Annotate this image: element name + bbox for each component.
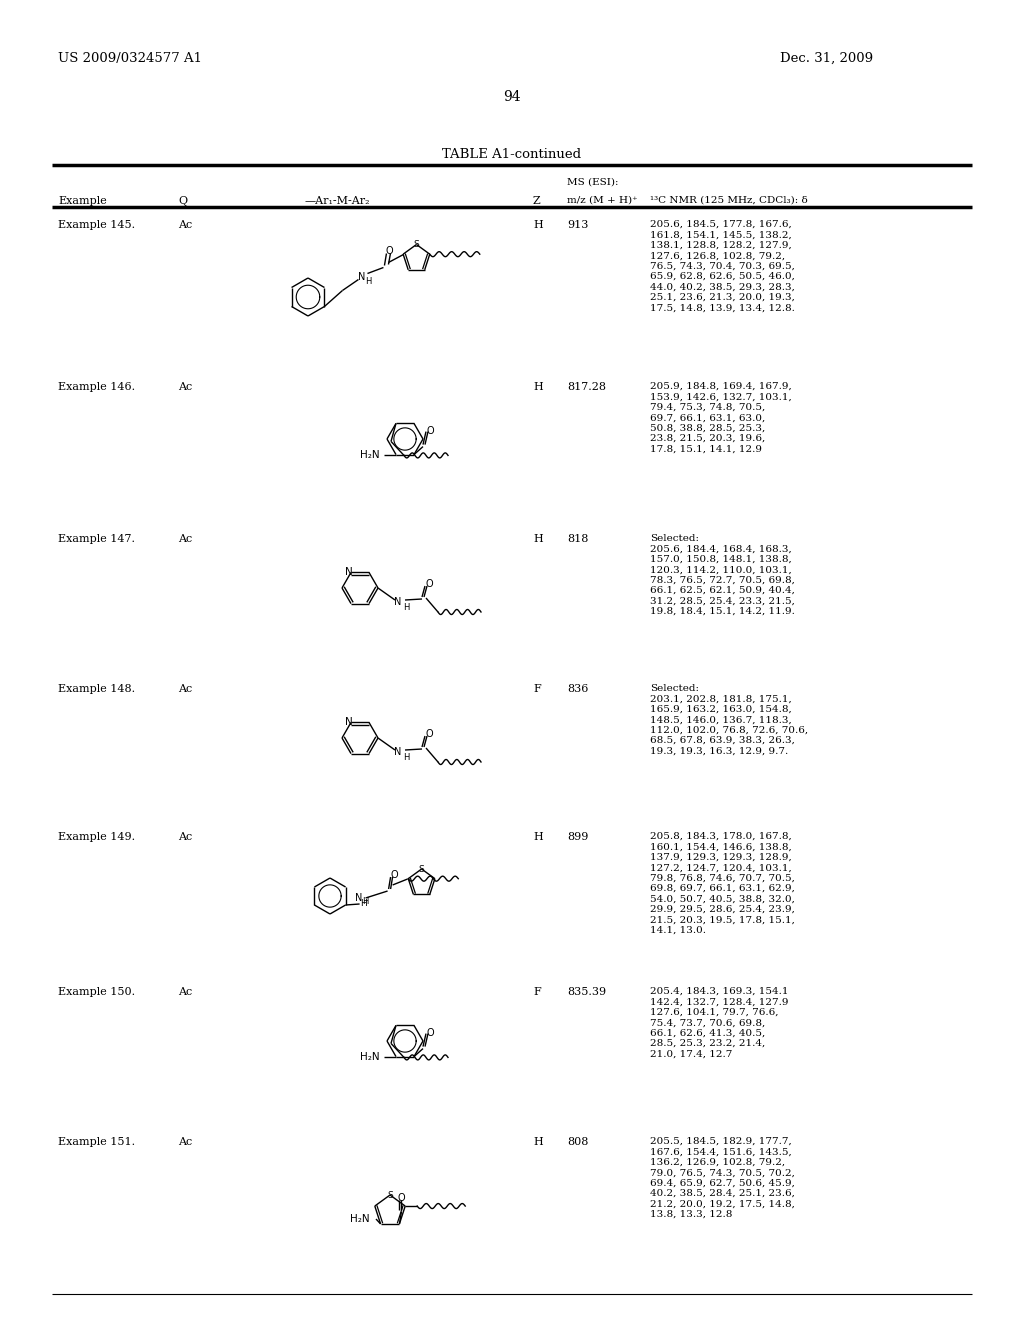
Text: S: S <box>387 1191 393 1200</box>
Text: O: O <box>391 870 398 880</box>
Text: ¹³C NMR (125 MHz, CDCl₃): δ: ¹³C NMR (125 MHz, CDCl₃): δ <box>650 195 808 205</box>
Text: H₂N: H₂N <box>350 1214 370 1224</box>
Text: 818: 818 <box>567 535 589 544</box>
Text: H₂N: H₂N <box>360 450 380 459</box>
Text: Example 149.: Example 149. <box>58 832 135 842</box>
Text: 835.39: 835.39 <box>567 987 606 997</box>
Text: Ac: Ac <box>178 535 193 544</box>
Text: H: H <box>366 277 372 286</box>
Text: 205.8, 184.3, 178.0, 167.8,
160.1, 154.4, 146.6, 138.8,
137.9, 129.3, 129.3, 128: 205.8, 184.3, 178.0, 167.8, 160.1, 154.4… <box>650 832 795 935</box>
Text: Ac: Ac <box>178 832 193 842</box>
Text: O: O <box>386 246 393 256</box>
Text: 808: 808 <box>567 1137 589 1147</box>
Text: 817.28: 817.28 <box>567 381 606 392</box>
Text: US 2009/0324577 A1: US 2009/0324577 A1 <box>58 51 202 65</box>
Text: Selected:
205.6, 184.4, 168.4, 168.3,
157.0, 150.8, 148.1, 138.8,
120.3, 114.2, : Selected: 205.6, 184.4, 168.4, 168.3, 15… <box>650 535 795 616</box>
Text: MS (ESI):: MS (ESI): <box>567 178 618 187</box>
Text: F: F <box>534 987 541 997</box>
Text: 899: 899 <box>567 832 589 842</box>
Text: O: O <box>426 1027 434 1038</box>
Text: Example 148.: Example 148. <box>58 684 135 694</box>
Text: 836: 836 <box>567 684 589 694</box>
Text: Example 147.: Example 147. <box>58 535 135 544</box>
Text: H: H <box>402 602 410 611</box>
Text: 94: 94 <box>503 90 521 104</box>
Text: H: H <box>534 535 543 544</box>
Text: 205.9, 184.8, 169.4, 167.9,
153.9, 142.6, 132.7, 103.1,
79.4, 75.3, 74.8, 70.5,
: 205.9, 184.8, 169.4, 167.9, 153.9, 142.6… <box>650 381 792 453</box>
Text: N: N <box>345 568 353 577</box>
Text: H₂N: H₂N <box>360 1052 380 1061</box>
Text: S: S <box>414 240 420 249</box>
Text: O: O <box>425 729 433 739</box>
Text: H: H <box>534 220 543 230</box>
Text: Example: Example <box>58 195 106 206</box>
Text: 205.4, 184.3, 169.3, 154.1
142.4, 132.7, 128.4, 127.9
127.6, 104.1, 79.7, 76.6,
: 205.4, 184.3, 169.3, 154.1 142.4, 132.7,… <box>650 987 788 1059</box>
Text: N: N <box>355 894 362 903</box>
Text: N: N <box>394 747 401 756</box>
Text: O: O <box>397 1193 406 1203</box>
Text: Ac: Ac <box>178 987 193 997</box>
Text: Example 151.: Example 151. <box>58 1137 135 1147</box>
Text: H: H <box>360 899 367 908</box>
Text: F: F <box>534 684 541 694</box>
Text: N: N <box>394 597 401 607</box>
Text: Dec. 31, 2009: Dec. 31, 2009 <box>780 51 873 65</box>
Text: H: H <box>362 898 369 907</box>
Text: 913: 913 <box>567 220 589 230</box>
Text: H: H <box>534 1137 543 1147</box>
Text: H: H <box>402 752 410 762</box>
Text: 205.5, 184.5, 182.9, 177.7,
167.6, 154.4, 151.6, 143.5,
136.2, 126.9, 102.8, 79.: 205.5, 184.5, 182.9, 177.7, 167.6, 154.4… <box>650 1137 795 1218</box>
Text: Example 146.: Example 146. <box>58 381 135 392</box>
Text: O: O <box>425 579 433 589</box>
Text: —Ar₁-M-Ar₂: —Ar₁-M-Ar₂ <box>305 195 371 206</box>
Text: Example 150.: Example 150. <box>58 987 135 997</box>
Text: Example 145.: Example 145. <box>58 220 135 230</box>
Text: H: H <box>534 381 543 392</box>
Text: N: N <box>345 717 353 727</box>
Text: Ac: Ac <box>178 381 193 392</box>
Text: Ac: Ac <box>178 1137 193 1147</box>
Text: H: H <box>534 832 543 842</box>
Text: TABLE A1-continued: TABLE A1-continued <box>442 148 582 161</box>
Text: 205.6, 184.5, 177.8, 167.6,
161.8, 154.1, 145.5, 138.2,
138.1, 128.8, 128.2, 127: 205.6, 184.5, 177.8, 167.6, 161.8, 154.1… <box>650 220 795 313</box>
Text: Ac: Ac <box>178 220 193 230</box>
Text: Z: Z <box>534 195 541 206</box>
Text: m/z (M + H)⁺: m/z (M + H)⁺ <box>567 195 638 205</box>
Text: Selected:
203.1, 202.8, 181.8, 175.1,
165.9, 163.2, 163.0, 154.8,
148.5, 146.0, : Selected: 203.1, 202.8, 181.8, 175.1, 16… <box>650 684 808 755</box>
Text: Q: Q <box>178 195 187 206</box>
Text: N: N <box>357 272 366 281</box>
Text: O: O <box>426 425 434 436</box>
Text: Ac: Ac <box>178 684 193 694</box>
Text: S: S <box>419 865 425 874</box>
